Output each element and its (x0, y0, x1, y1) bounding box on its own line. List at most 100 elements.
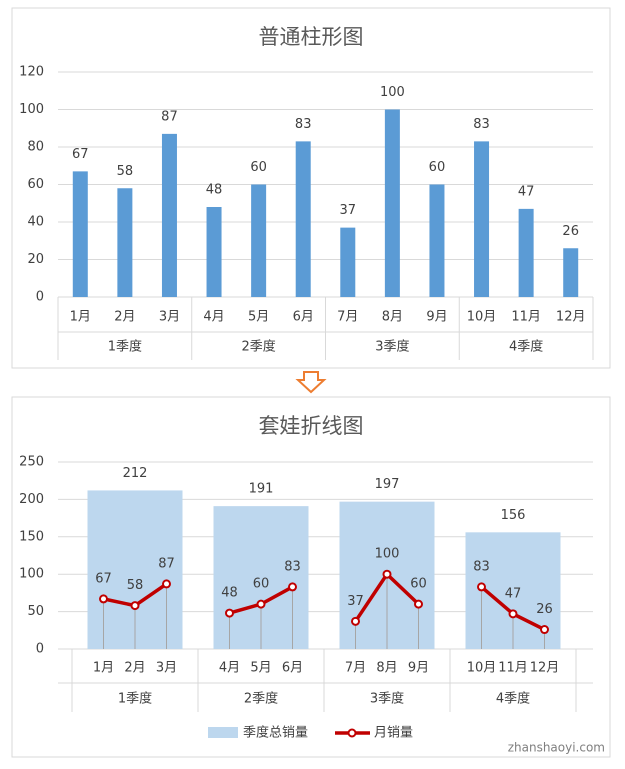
x-tick-label: 3月 (156, 661, 177, 676)
data-label: 47 (505, 586, 522, 601)
data-label: 212 (123, 466, 148, 481)
group-label: 1季度 (108, 339, 142, 355)
y-tick-label: 150 (19, 529, 44, 544)
x-tick-label: 2月 (124, 661, 145, 676)
bar (340, 227, 356, 297)
data-label: 67 (95, 571, 112, 586)
arrow (295, 371, 327, 394)
point (351, 616, 360, 626)
y-tick-label: 100 (19, 102, 44, 117)
data-label: 87 (161, 109, 178, 124)
point (99, 594, 108, 604)
bar (474, 141, 490, 297)
point (540, 625, 549, 635)
data-label: 83 (284, 559, 301, 574)
data-label: 26 (536, 602, 553, 617)
legend-swatch (208, 727, 238, 738)
x-tick-label: 10月 (467, 310, 497, 325)
x-tick-label: 5月 (250, 661, 271, 676)
x-tick-label: 6月 (293, 310, 314, 325)
x-tick-label: 11月 (498, 661, 528, 676)
data-label: 37 (340, 203, 357, 218)
x-tick-label: 12月 (530, 661, 560, 676)
data-label: 58 (127, 578, 144, 593)
point (414, 599, 423, 609)
x-tick-label: 10月 (467, 661, 497, 676)
group-label: 2季度 (244, 691, 278, 707)
y-tick-label: 100 (19, 567, 44, 582)
x-tick-label: 8月 (376, 661, 397, 676)
point (477, 582, 486, 592)
legend-label: 月销量 (374, 726, 413, 741)
group-label: 2季度 (241, 339, 275, 355)
y-tick-label: 200 (19, 492, 44, 507)
chart-title: 普通柱形图 (259, 25, 364, 49)
data-label: 197 (375, 477, 400, 492)
bar (251, 184, 267, 297)
data-label: 100 (380, 85, 405, 100)
bar (384, 109, 400, 297)
x-tick-label: 4月 (219, 661, 240, 676)
y-tick-label: 40 (27, 215, 44, 230)
bar (429, 184, 445, 297)
bar (206, 207, 222, 297)
point (130, 601, 140, 611)
point (508, 609, 518, 619)
y-tick-label: 0 (36, 642, 44, 657)
group-label: 3季度 (370, 691, 404, 707)
data-label: 60 (253, 577, 270, 592)
y-tick-label: 80 (27, 140, 44, 155)
x-tick-label: 6月 (282, 661, 303, 676)
x-tick-label: 9月 (408, 661, 429, 676)
point (288, 582, 297, 592)
bar (161, 133, 177, 297)
x-tick-label: 4月 (203, 310, 224, 325)
x-tick-label: 1月 (70, 310, 91, 325)
data-label: 191 (249, 482, 274, 497)
panel (11, 7, 611, 369)
data-label: 47 (518, 184, 535, 199)
group-label: 1季度 (118, 691, 152, 707)
data-label: 60 (250, 160, 267, 175)
group-label: 4季度 (509, 339, 543, 355)
point (382, 569, 392, 579)
data-label: 67 (72, 147, 89, 162)
bar (518, 208, 534, 297)
bar (117, 188, 133, 297)
group-label: 4季度 (496, 691, 530, 707)
y-tick-label: 20 (27, 252, 44, 267)
watermark: zhanshaoyi.com (508, 741, 605, 755)
data-label: 83 (295, 117, 312, 132)
y-tick-label: 0 (36, 290, 44, 305)
data-label: 60 (429, 160, 446, 175)
data-label: 83 (473, 559, 490, 574)
data-label: 58 (117, 164, 134, 179)
data-label: 100 (375, 547, 400, 562)
y-tick-label: 120 (19, 65, 44, 80)
legend-label: 季度总销量 (243, 725, 308, 741)
data-label: 60 (410, 577, 427, 592)
y-tick-label: 50 (27, 604, 44, 619)
legend-swatch (347, 728, 357, 738)
x-tick-label: 5月 (248, 310, 269, 325)
data-label: 48 (206, 183, 223, 198)
x-tick-label: 2月 (114, 310, 135, 325)
point (256, 599, 266, 609)
group-label: 3季度 (375, 339, 409, 355)
data-label: 26 (562, 224, 579, 239)
bar (295, 141, 311, 297)
bar (563, 248, 579, 297)
bar (72, 171, 88, 297)
x-tick-label: 8月 (382, 310, 403, 325)
data-label: 156 (501, 508, 526, 523)
data-label: 48 (221, 586, 238, 601)
x-tick-label: 7月 (337, 310, 358, 325)
point (162, 579, 171, 589)
y-tick-label: 250 (19, 455, 44, 470)
x-tick-label: 1月 (93, 661, 114, 676)
x-tick-label: 7月 (345, 661, 366, 676)
data-label: 37 (347, 594, 364, 609)
chart-title: 套娃折线图 (259, 414, 364, 438)
x-tick-label: 11月 (511, 310, 541, 325)
